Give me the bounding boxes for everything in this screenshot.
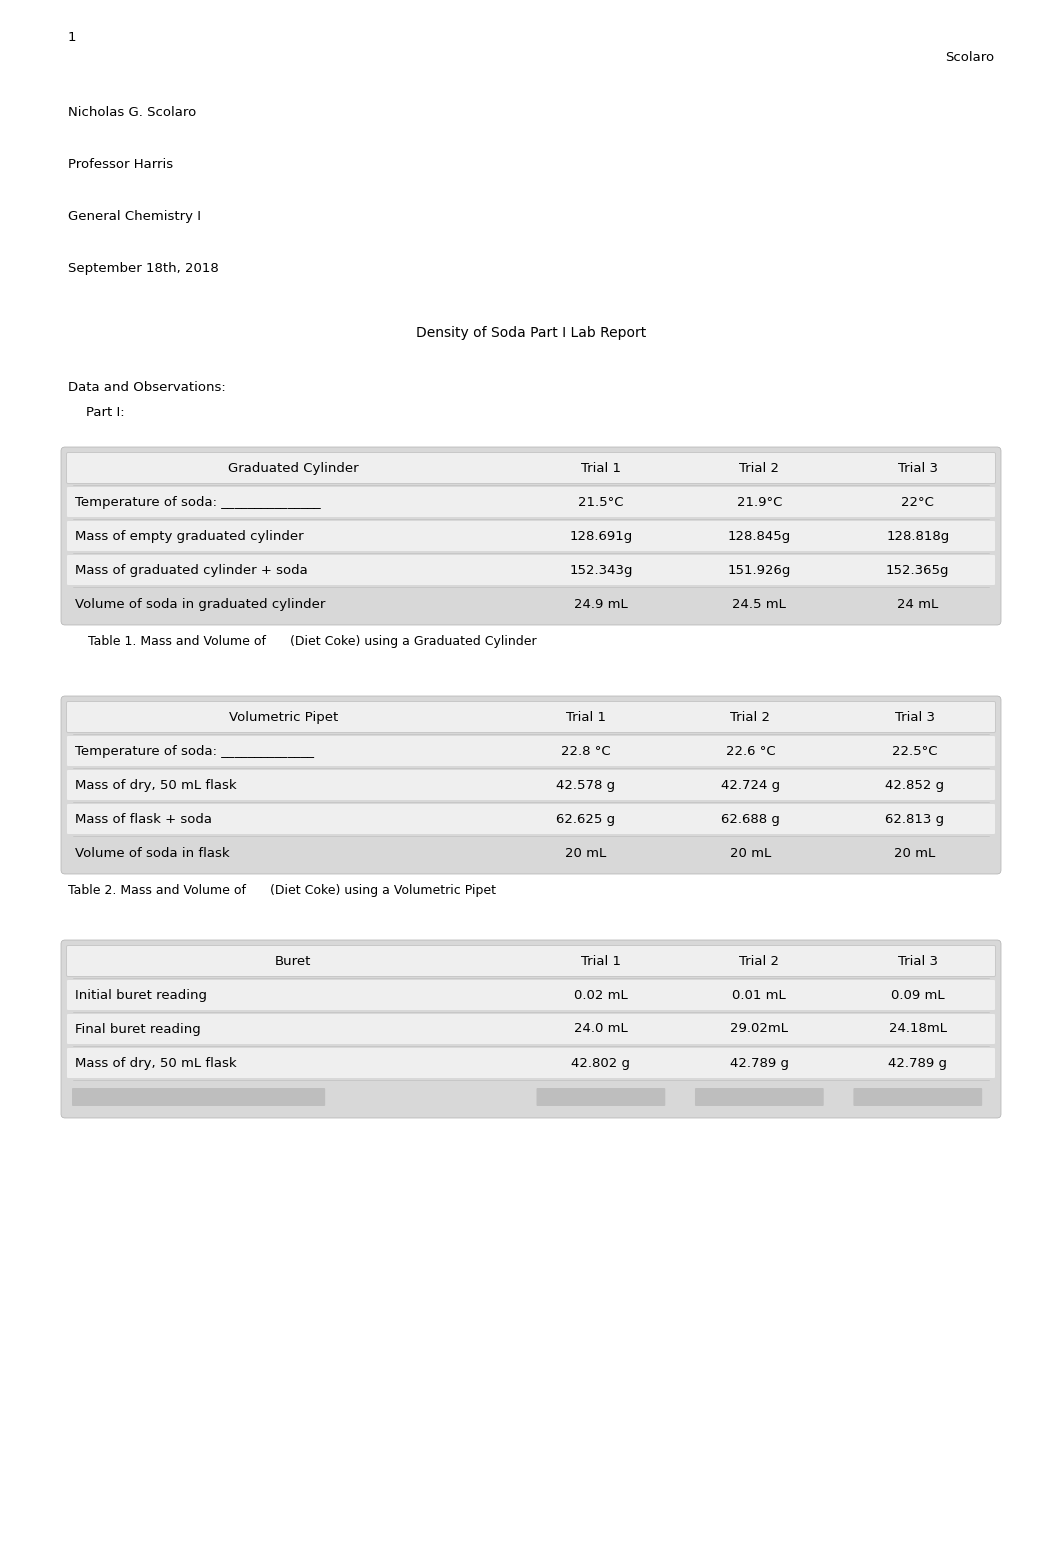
Text: Table 2. Mass and Volume of      (Diet Coke) using a Volumetric Pipet: Table 2. Mass and Volume of (Diet Coke) … — [68, 884, 496, 898]
FancyBboxPatch shape — [695, 1088, 824, 1107]
Text: 24.5 mL: 24.5 mL — [733, 598, 786, 610]
Text: Mass of graduated cylinder + soda: Mass of graduated cylinder + soda — [75, 564, 308, 576]
FancyBboxPatch shape — [61, 446, 1001, 624]
FancyBboxPatch shape — [66, 944, 996, 977]
Text: 0.01 mL: 0.01 mL — [733, 988, 786, 1002]
Text: Initial buret reading: Initial buret reading — [75, 988, 207, 1002]
Text: 128.818g: 128.818g — [886, 529, 949, 543]
FancyBboxPatch shape — [67, 804, 995, 834]
Text: 62.625 g: 62.625 g — [556, 812, 615, 826]
Text: Trial 1: Trial 1 — [566, 710, 605, 723]
Text: Mass of flask + soda: Mass of flask + soda — [75, 812, 212, 826]
Text: 22.6 °C: 22.6 °C — [725, 745, 775, 757]
Text: September 18th, 2018: September 18th, 2018 — [68, 262, 219, 275]
Text: 62.688 g: 62.688 g — [721, 812, 780, 826]
FancyBboxPatch shape — [67, 453, 995, 482]
Text: Temperature of soda: ______________: Temperature of soda: ______________ — [75, 745, 314, 757]
FancyBboxPatch shape — [67, 770, 995, 799]
Text: 22.5°C: 22.5°C — [892, 745, 938, 757]
FancyBboxPatch shape — [66, 701, 996, 734]
Text: 21.9°C: 21.9°C — [737, 495, 782, 509]
Text: 42.852 g: 42.852 g — [886, 779, 944, 791]
Text: 0.09 mL: 0.09 mL — [891, 988, 944, 1002]
FancyBboxPatch shape — [67, 487, 995, 517]
Text: Volumetric Pipet: Volumetric Pipet — [229, 710, 339, 723]
Text: General Chemistry I: General Chemistry I — [68, 211, 201, 223]
Text: 22.8 °C: 22.8 °C — [561, 745, 611, 757]
FancyBboxPatch shape — [61, 940, 1001, 1118]
Text: Mass of dry, 50 mL flask: Mass of dry, 50 mL flask — [75, 1057, 237, 1069]
Text: 42.789 g: 42.789 g — [888, 1057, 947, 1069]
Text: 21.5°C: 21.5°C — [578, 495, 623, 509]
FancyBboxPatch shape — [67, 702, 995, 732]
Text: 20 mL: 20 mL — [565, 846, 606, 860]
Text: Nicholas G. Scolaro: Nicholas G. Scolaro — [68, 106, 196, 119]
Text: 151.926g: 151.926g — [727, 564, 791, 576]
Text: Volume of soda in flask: Volume of soda in flask — [75, 846, 229, 860]
Text: Table 1. Mass and Volume of      (Diet Coke) using a Graduated Cylinder: Table 1. Mass and Volume of (Diet Coke) … — [88, 635, 536, 648]
FancyBboxPatch shape — [67, 980, 995, 1010]
Text: 42.802 g: 42.802 g — [571, 1057, 631, 1069]
Text: Professor Harris: Professor Harris — [68, 158, 173, 172]
Text: Buret: Buret — [275, 954, 311, 968]
Text: 0.02 mL: 0.02 mL — [575, 988, 628, 1002]
Text: 62.813 g: 62.813 g — [886, 812, 944, 826]
Text: 128.845g: 128.845g — [727, 529, 791, 543]
Text: 24.9 mL: 24.9 mL — [575, 598, 628, 610]
FancyBboxPatch shape — [67, 946, 995, 976]
Text: 1: 1 — [68, 31, 76, 44]
Text: 42.578 g: 42.578 g — [556, 779, 615, 791]
Text: 24.0 mL: 24.0 mL — [575, 1022, 628, 1035]
Text: Mass of dry, 50 mL flask: Mass of dry, 50 mL flask — [75, 779, 237, 791]
FancyBboxPatch shape — [536, 1088, 665, 1107]
Text: Trial 3: Trial 3 — [895, 710, 935, 723]
Text: Trial 3: Trial 3 — [897, 954, 938, 968]
Text: Final buret reading: Final buret reading — [75, 1022, 201, 1035]
Text: Graduated Cylinder: Graduated Cylinder — [228, 462, 359, 475]
FancyBboxPatch shape — [67, 556, 995, 585]
Text: Trial 1: Trial 1 — [581, 462, 621, 475]
Text: Data and Observations:: Data and Observations: — [68, 381, 226, 393]
Text: 24 mL: 24 mL — [897, 598, 939, 610]
Text: 42.789 g: 42.789 g — [730, 1057, 789, 1069]
Text: Trial 2: Trial 2 — [739, 954, 780, 968]
FancyBboxPatch shape — [67, 1047, 995, 1079]
Text: Trial 1: Trial 1 — [581, 954, 621, 968]
FancyBboxPatch shape — [854, 1088, 982, 1107]
Text: 152.343g: 152.343g — [569, 564, 633, 576]
Text: Trial 2: Trial 2 — [739, 462, 780, 475]
Text: Density of Soda Part I Lab Report: Density of Soda Part I Lab Report — [416, 326, 646, 340]
Text: Trial 2: Trial 2 — [731, 710, 771, 723]
Text: Mass of empty graduated cylinder: Mass of empty graduated cylinder — [75, 529, 304, 543]
FancyBboxPatch shape — [67, 521, 995, 551]
Text: 22°C: 22°C — [902, 495, 935, 509]
FancyBboxPatch shape — [72, 1088, 325, 1107]
Text: 29.02mL: 29.02mL — [731, 1022, 788, 1035]
Text: Part I:: Part I: — [86, 406, 124, 418]
Text: Trial 3: Trial 3 — [897, 462, 938, 475]
FancyBboxPatch shape — [66, 453, 996, 484]
Text: Temperature of soda: _______________: Temperature of soda: _______________ — [75, 495, 321, 509]
Text: 20 mL: 20 mL — [894, 846, 936, 860]
FancyBboxPatch shape — [61, 696, 1001, 874]
Text: Volume of soda in graduated cylinder: Volume of soda in graduated cylinder — [75, 598, 325, 610]
Text: 20 mL: 20 mL — [730, 846, 771, 860]
Text: 128.691g: 128.691g — [569, 529, 633, 543]
Text: Scolaro: Scolaro — [945, 52, 994, 64]
FancyBboxPatch shape — [67, 1015, 995, 1044]
Text: 24.18mL: 24.18mL — [889, 1022, 947, 1035]
Text: 42.724 g: 42.724 g — [721, 779, 781, 791]
FancyBboxPatch shape — [67, 735, 995, 766]
Text: 152.365g: 152.365g — [886, 564, 949, 576]
